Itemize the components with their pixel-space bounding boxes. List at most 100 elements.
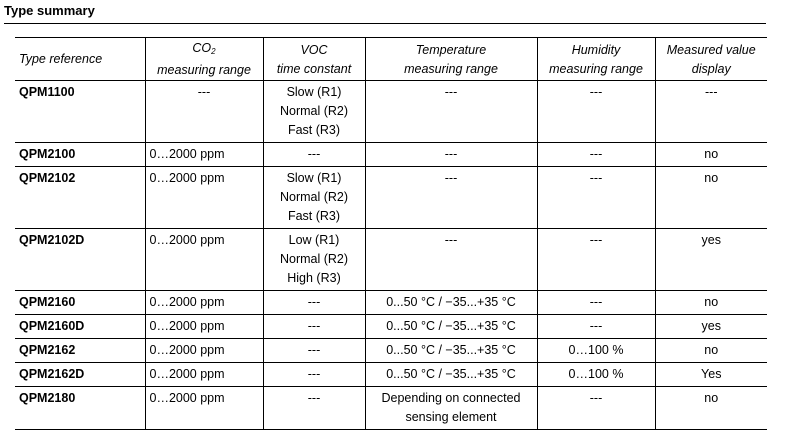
temp-line: --- bbox=[444, 233, 458, 247]
voc-cell: --- bbox=[262, 290, 366, 315]
header-voc-line2: time constant bbox=[276, 61, 352, 76]
type-reference-cell: QPM2160D bbox=[15, 314, 146, 339]
type-summary-table: Type reference CO2 measuring range VOC t… bbox=[15, 37, 767, 430]
voc-line: Low (R1) bbox=[288, 233, 340, 247]
voc-line: --- bbox=[307, 343, 321, 357]
type-reference-cell: QPM2102 bbox=[15, 166, 146, 229]
co2-cell: 0…2000 ppm bbox=[144, 228, 264, 291]
type-reference-cell: QPM2162D bbox=[15, 362, 146, 387]
temperature-cell: 0...50 °C / −35...+35 °C bbox=[364, 362, 538, 387]
header-voc: VOC time constant bbox=[262, 37, 366, 81]
voc-cell: --- bbox=[262, 362, 366, 387]
table-row: QPM2160D 0…2000 ppm --- 0...50 °C / −35.… bbox=[15, 314, 767, 339]
humidity-cell: --- bbox=[536, 142, 656, 167]
header-co2-prefix: CO bbox=[192, 41, 212, 55]
voc-line: Fast (R3) bbox=[287, 123, 341, 137]
temp-line: sensing element bbox=[405, 410, 497, 424]
display-cell: yes bbox=[654, 314, 767, 339]
type-reference-cell: QPM2100 bbox=[15, 142, 146, 167]
table-row: QPM2160 0…2000 ppm --- 0...50 °C / −35..… bbox=[15, 290, 767, 315]
temp-line: 0...50 °C / −35...+35 °C bbox=[386, 319, 516, 333]
temperature-cell: 0...50 °C / −35...+35 °C bbox=[364, 338, 538, 363]
header-co2-line2: measuring range bbox=[157, 63, 251, 77]
table-row: QPM2162 0…2000 ppm --- 0...50 °C / −35..… bbox=[15, 338, 767, 363]
humidity-cell: --- bbox=[536, 290, 656, 315]
voc-cell: Slow (R1) Normal (R2) Fast (R3) bbox=[262, 80, 366, 143]
co2-cell: 0…2000 ppm bbox=[144, 290, 264, 315]
display-cell: Yes bbox=[654, 362, 767, 387]
co2-cell: 0…2000 ppm bbox=[144, 314, 264, 339]
humidity-cell: --- bbox=[536, 166, 656, 229]
humidity-cell: --- bbox=[536, 80, 656, 143]
voc-line: Fast (R3) bbox=[287, 209, 341, 223]
header-voc-line1: VOC bbox=[300, 42, 328, 57]
header-hum-line1: Humidity bbox=[571, 42, 621, 57]
temperature-cell: Depending on connected sensing element bbox=[364, 386, 538, 430]
voc-line: Slow (R1) bbox=[286, 85, 342, 99]
voc-line: Normal (R2) bbox=[279, 104, 349, 118]
temp-line: --- bbox=[444, 147, 458, 161]
voc-cell: --- bbox=[262, 142, 366, 167]
temp-line: --- bbox=[444, 171, 458, 185]
humidity-cell: --- bbox=[536, 314, 656, 339]
header-temp-line2: measuring range bbox=[404, 61, 498, 76]
header-temperature: Temperature measuring range bbox=[364, 37, 538, 81]
voc-line: Normal (R2) bbox=[279, 252, 349, 266]
display-cell: no bbox=[654, 386, 767, 430]
type-reference-cell: QPM1100 bbox=[15, 80, 146, 143]
header-type-reference: Type reference bbox=[15, 37, 146, 81]
type-reference-cell: QPM2180 bbox=[15, 386, 146, 430]
display-cell: no bbox=[654, 142, 767, 167]
voc-line: --- bbox=[307, 367, 321, 381]
type-reference-cell: QPM2102D bbox=[15, 228, 146, 291]
title-rule bbox=[4, 23, 766, 24]
voc-line: --- bbox=[307, 295, 321, 309]
voc-line: Slow (R1) bbox=[286, 171, 342, 185]
temp-line: 0...50 °C / −35...+35 °C bbox=[386, 367, 516, 381]
temp-line: --- bbox=[444, 85, 458, 99]
humidity-cell: --- bbox=[536, 386, 656, 430]
table-row: QPM2102D 0…2000 ppm Low (R1) Normal (R2)… bbox=[15, 228, 767, 291]
header-display-line2: display bbox=[691, 61, 731, 76]
header-humidity: Humidity measuring range bbox=[536, 37, 656, 81]
temp-line: 0...50 °C / −35...+35 °C bbox=[386, 343, 516, 357]
header-display: Measured value display bbox=[654, 37, 767, 81]
temperature-cell: 0...50 °C / −35...+35 °C bbox=[364, 314, 538, 339]
header-co2: CO2 measuring range bbox=[144, 37, 264, 81]
temperature-cell: --- bbox=[364, 166, 538, 229]
display-cell: no bbox=[654, 166, 767, 229]
header-co2-subscript: 2 bbox=[211, 47, 216, 56]
display-cell: no bbox=[654, 290, 767, 315]
table-row: QPM2162D 0…2000 ppm --- 0...50 °C / −35.… bbox=[15, 362, 767, 387]
type-reference-cell: QPM2162 bbox=[15, 338, 146, 363]
table-header-row: Type reference CO2 measuring range VOC t… bbox=[15, 37, 767, 81]
temperature-cell: --- bbox=[364, 80, 538, 143]
voc-line: High (R3) bbox=[287, 271, 341, 285]
voc-cell: Low (R1) Normal (R2) High (R3) bbox=[262, 228, 366, 291]
temperature-cell: --- bbox=[364, 142, 538, 167]
voc-cell: --- bbox=[262, 386, 366, 430]
temperature-cell: 0...50 °C / −35...+35 °C bbox=[364, 290, 538, 315]
temp-line: 0...50 °C / −35...+35 °C bbox=[386, 295, 516, 309]
header-temp-line1: Temperature bbox=[415, 42, 487, 57]
co2-cell: --- bbox=[144, 80, 264, 143]
humidity-cell: --- bbox=[536, 228, 656, 291]
display-cell: --- bbox=[654, 80, 767, 143]
table-row: QPM2180 0…2000 ppm --- Depending on conn… bbox=[15, 386, 767, 430]
voc-cell: Slow (R1) Normal (R2) Fast (R3) bbox=[262, 166, 366, 229]
co2-cell: 0…2000 ppm bbox=[144, 166, 264, 229]
co2-cell: 0…2000 ppm bbox=[144, 386, 264, 430]
voc-line: --- bbox=[307, 391, 321, 405]
temperature-cell: --- bbox=[364, 228, 538, 291]
table-row: QPM2102 0…2000 ppm Slow (R1) Normal (R2)… bbox=[15, 166, 767, 229]
section-title: Type summary bbox=[4, 3, 95, 18]
voc-cell: --- bbox=[262, 338, 366, 363]
voc-cell: --- bbox=[262, 314, 366, 339]
display-cell: yes bbox=[654, 228, 767, 291]
header-co2-line1: CO2 bbox=[150, 39, 259, 61]
type-reference-cell: QPM2160 bbox=[15, 290, 146, 315]
header-hum-line2: measuring range bbox=[549, 61, 643, 76]
humidity-cell: 0…100 % bbox=[536, 338, 656, 363]
header-display-line1: Measured value bbox=[666, 42, 756, 57]
voc-line: Normal (R2) bbox=[279, 190, 349, 204]
